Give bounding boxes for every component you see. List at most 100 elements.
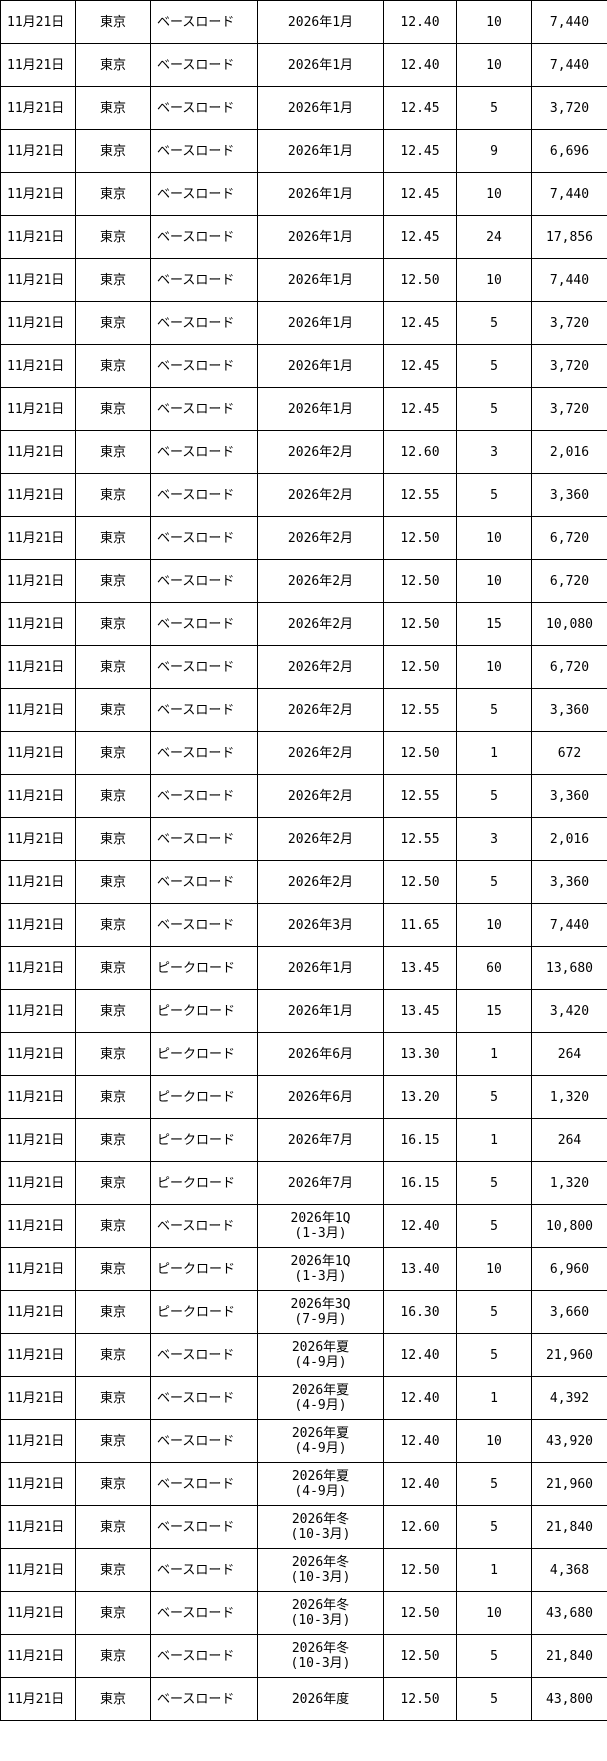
period: 2026年冬 (10-3月) xyxy=(257,1634,384,1678)
area: 東京 xyxy=(75,1419,151,1463)
area: 東京 xyxy=(75,1462,151,1506)
date: 11月21日 xyxy=(0,258,76,302)
amount: 2,016 xyxy=(531,430,607,474)
period: 2026年3月 xyxy=(257,903,384,947)
area: 東京 xyxy=(75,215,151,259)
date: 11月21日 xyxy=(0,1462,76,1506)
period: 2026年2月 xyxy=(257,688,384,732)
date: 11月21日 xyxy=(0,516,76,560)
date: 11月21日 xyxy=(0,1505,76,1549)
area: 東京 xyxy=(75,1677,151,1721)
load-type: ベースロード xyxy=(150,1376,258,1420)
load-type: ベースロード xyxy=(150,258,258,302)
table-row: 11月21日 東京 ベースロード 2026年冬 (10-3月) 12.50 1 4,368 xyxy=(0,1548,607,1592)
date: 11月21日 xyxy=(0,1376,76,1420)
date: 11月21日 xyxy=(0,1247,76,1291)
date: 11月21日 xyxy=(0,1634,76,1678)
period: 2026年夏 (4-9月) xyxy=(257,1462,384,1506)
area: 東京 xyxy=(75,172,151,216)
volume: 5 xyxy=(456,1204,532,1248)
amount: 43,680 xyxy=(531,1591,607,1635)
period: 2026年夏 (4-9月) xyxy=(257,1419,384,1463)
period: 2026年7月 xyxy=(257,1118,384,1162)
table-row: 11月21日 東京 ベースロード 2026年1月 12.45 5 3,720 xyxy=(0,301,607,345)
amount: 6,696 xyxy=(531,129,607,173)
area: 東京 xyxy=(75,258,151,302)
load-type: ベースロード xyxy=(150,473,258,517)
volume: 5 xyxy=(456,860,532,904)
price: 12.45 xyxy=(383,215,457,259)
area: 東京 xyxy=(75,774,151,818)
amount: 21,840 xyxy=(531,1505,607,1549)
period: 2026年1月 xyxy=(257,172,384,216)
volume: 5 xyxy=(456,1677,532,1721)
price: 12.60 xyxy=(383,1505,457,1549)
volume: 10 xyxy=(456,516,532,560)
amount: 3,720 xyxy=(531,387,607,431)
amount: 672 xyxy=(531,731,607,775)
load-type: ベースロード xyxy=(150,516,258,560)
price: 12.55 xyxy=(383,688,457,732)
load-type: ベースロード xyxy=(150,1462,258,1506)
area: 東京 xyxy=(75,1333,151,1377)
volume: 5 xyxy=(456,1075,532,1119)
load-type: ベースロード xyxy=(150,774,258,818)
amount: 10,800 xyxy=(531,1204,607,1248)
amount: 3,360 xyxy=(531,774,607,818)
date: 11月21日 xyxy=(0,1419,76,1463)
table-row: 11月21日 東京 ベースロード 2026年冬 (10-3月) 12.50 5 21,840 xyxy=(0,1634,607,1678)
table-row: 11月21日 東京 ピークロード 2026年7月 16.15 5 1,320 xyxy=(0,1161,607,1205)
table-row: 11月21日 東京 ベースロード 2026年冬 (10-3月) 12.50 10 43,68… xyxy=(0,1591,607,1635)
price: 12.50 xyxy=(383,602,457,646)
period: 2026年2月 xyxy=(257,774,384,818)
area: 東京 xyxy=(75,516,151,560)
table-row: 11月21日 東京 ピークロード 2026年1Q (1-3月) 13.40 10 6,960 xyxy=(0,1247,607,1291)
amount: 3,420 xyxy=(531,989,607,1033)
date: 11月21日 xyxy=(0,129,76,173)
amount: 3,360 xyxy=(531,473,607,517)
period: 2026年6月 xyxy=(257,1032,384,1076)
volume: 5 xyxy=(456,1505,532,1549)
load-type: ベースロード xyxy=(150,43,258,87)
table-row: 11月21日 東京 ベースロード 2026年2月 12.50 5 3,360 xyxy=(0,860,607,904)
volume: 15 xyxy=(456,989,532,1033)
volume: 5 xyxy=(456,344,532,388)
period: 2026年3Q (7-9月) xyxy=(257,1290,384,1334)
trade-table: 11月21日 東京 ベースロード 2026年1月 12.40 10 7,440 11月21日東… xyxy=(0,0,607,1721)
area: 東京 xyxy=(75,1591,151,1635)
area: 東京 xyxy=(75,903,151,947)
volume: 10 xyxy=(456,559,532,603)
table-row: 11月21日 東京 ピークロード 2026年1月 13.45 60 13,680 xyxy=(0,946,607,990)
load-type: ピークロード xyxy=(150,1247,258,1291)
volume: 15 xyxy=(456,602,532,646)
period: 2026年2月 xyxy=(257,473,384,517)
price: 12.50 xyxy=(383,1548,457,1592)
price: 16.30 xyxy=(383,1290,457,1334)
table-row: 11月21日 東京 ベースロード 2026年度 12.50 5 43,800 xyxy=(0,1677,607,1721)
area: 東京 xyxy=(75,43,151,87)
date: 11月21日 xyxy=(0,903,76,947)
table-row: 11月21日 東京 ベースロード 2026年1月 12.45 24 17,856 xyxy=(0,215,607,259)
load-type: ベースロード xyxy=(150,602,258,646)
amount: 43,920 xyxy=(531,1419,607,1463)
volume: 5 xyxy=(456,473,532,517)
volume: 3 xyxy=(456,430,532,474)
volume: 10 xyxy=(456,258,532,302)
price: 12.50 xyxy=(383,645,457,689)
price: 12.50 xyxy=(383,860,457,904)
area: 東京 xyxy=(75,1075,151,1119)
period: 2026年1月 xyxy=(257,946,384,990)
price: 12.40 xyxy=(383,1376,457,1420)
table-row: 11月21日 東京 ベースロード 2026年1月 12.45 10 7,440 xyxy=(0,172,607,216)
amount: 3,720 xyxy=(531,301,607,345)
period: 2026年1月 xyxy=(257,258,384,302)
table-row: 11月21日 東京 ベースロード 2026年夏 (4-9月) 12.40 5 21,960 xyxy=(0,1333,607,1377)
load-type: ベースロード xyxy=(150,86,258,130)
period: 2026年冬 (10-3月) xyxy=(257,1591,384,1635)
date: 11月21日 xyxy=(0,645,76,689)
price: 12.40 xyxy=(383,1419,457,1463)
date: 11月21日 xyxy=(0,946,76,990)
load-type: ベースロード xyxy=(150,1204,258,1248)
area: 東京 xyxy=(75,731,151,775)
